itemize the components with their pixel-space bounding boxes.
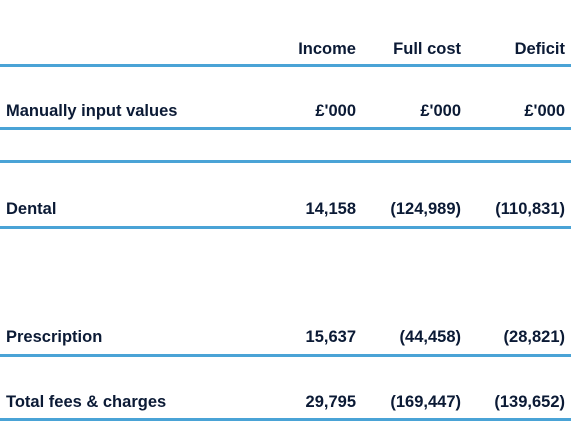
header-full-cost: Full cost [393, 40, 461, 58]
spacer-rule [0, 160, 571, 163]
row-full-cost: (169,447) [390, 393, 461, 411]
table-row-total: Total fees & charges 29,795 (169,447) (1… [0, 390, 571, 414]
header-row: Income Full cost Deficit [0, 37, 571, 61]
row-label: Prescription [6, 328, 103, 346]
prescription-rule [0, 354, 571, 357]
row-full-cost: (124,989) [390, 200, 461, 218]
row-deficit: (110,831) [495, 200, 565, 218]
units-rule [0, 127, 571, 130]
row-full-cost: (44,458) [399, 328, 461, 346]
units-full-cost: £'000 [420, 102, 461, 120]
units-income: £'000 [315, 102, 356, 120]
dental-rule [0, 226, 571, 229]
row-income: 29,795 [305, 393, 356, 411]
table-row-dental: Dental 14,158 (124,989) (110,831) [0, 197, 571, 221]
header-deficit: Deficit [514, 40, 565, 58]
row-deficit: (139,652) [494, 393, 565, 411]
row-label: Dental [6, 200, 57, 218]
total-rule [0, 418, 571, 421]
row-deficit: (28,821) [503, 328, 565, 346]
units-deficit: £'000 [524, 102, 565, 120]
units-label: Manually input values [6, 102, 178, 120]
row-income: 14,158 [305, 200, 356, 218]
row-income: 15,637 [305, 328, 356, 346]
table-row-prescription: Prescription 15,637 (44,458) (28,821) [0, 325, 571, 349]
header-rule [0, 64, 571, 67]
row-label: Total fees & charges [6, 393, 167, 411]
units-row: Manually input values £'000 £'000 £'000 [0, 99, 571, 123]
header-income: Income [298, 40, 356, 58]
